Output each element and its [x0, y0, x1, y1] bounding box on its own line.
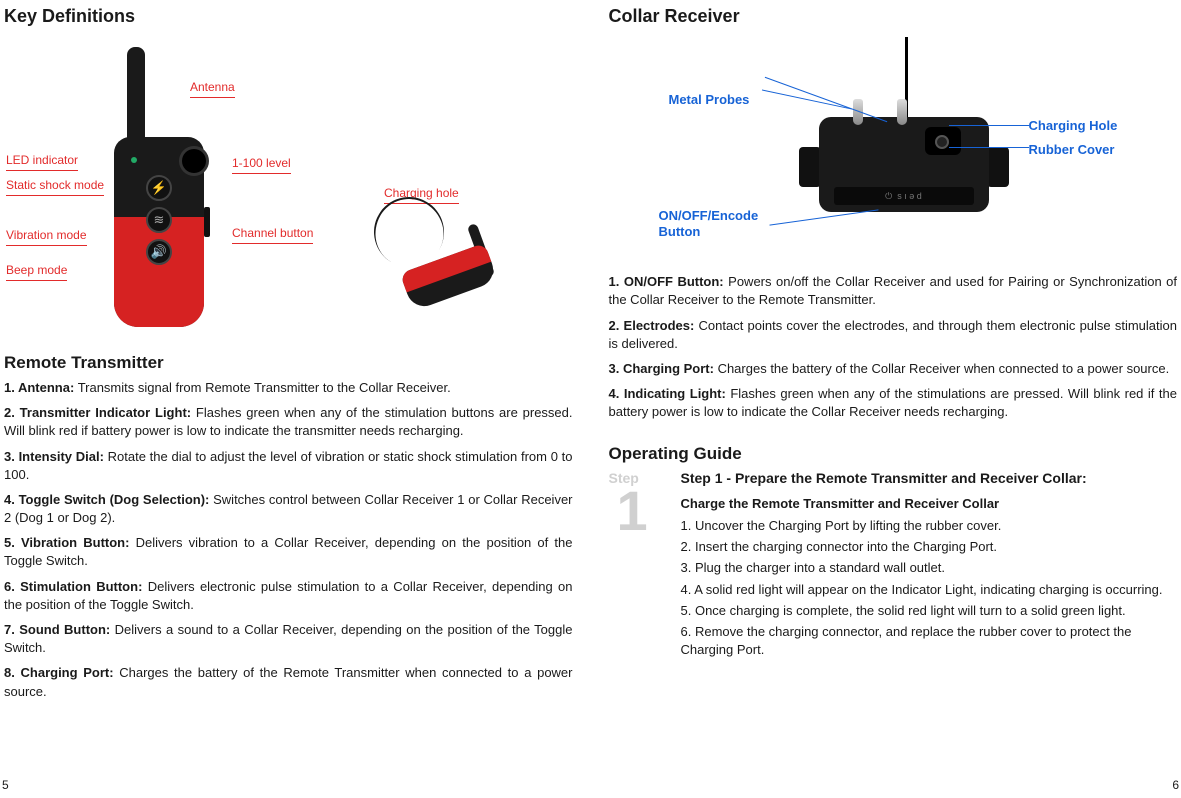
callout-metal-probes: Metal Probes [669, 91, 750, 109]
definition-item: 1. Antenna: Transmits signal from Remote… [4, 379, 573, 397]
definition-item: 2. Transmitter Indicator Light: Flashes … [4, 404, 573, 440]
pointer-line [764, 77, 887, 122]
vibration-icon: ≋ [154, 211, 165, 229]
pointer-line [949, 125, 1029, 126]
definition-term: 5. Vibration Button: [4, 535, 129, 550]
definition-term: 1. ON/OFF Button: [609, 274, 724, 289]
callout-channel: Channel button [232, 225, 313, 244]
step-1-block: Step 1 Step 1 - Prepare the Remote Trans… [609, 469, 1178, 659]
callout-rubber-cover: Rubber Cover [1029, 141, 1115, 159]
definition-item: 6. Stimulation Button: Delivers electron… [4, 578, 573, 614]
callout-led: LED indicator [6, 152, 78, 171]
shock-button-shape: ⚡ [146, 175, 172, 201]
definition-desc: Charges the battery of the Collar Receiv… [714, 361, 1169, 376]
op-step: 6. Remove the charging connector, and re… [681, 623, 1178, 659]
definition-term: 1. Antenna: [4, 380, 74, 395]
vibration-button-shape: ≋ [146, 207, 172, 233]
remote-dial-shape [182, 149, 206, 173]
definition-item: 7. Sound Button: Delivers a sound to a C… [4, 621, 573, 657]
op-step: 1. Uncover the Charging Port by lifting … [681, 517, 1178, 535]
pointer-line [949, 147, 1029, 148]
op-step: 5. Once charging is complete, the solid … [681, 602, 1178, 620]
definition-item: 3. Intensity Dial: Rotate the dial to ad… [4, 448, 573, 484]
step-1-subtitle: Charge the Remote Transmitter and Receiv… [681, 495, 1178, 513]
strap-left-shape [799, 147, 821, 187]
step-1-title: Step 1 - Prepare the Remote Transmitter … [681, 469, 1178, 489]
definition-desc: Transmits signal from Remote Transmitter… [74, 380, 450, 395]
definition-term: 4. Toggle Switch (Dog Selection): [4, 492, 209, 507]
probe2-shape [897, 99, 907, 125]
heading-remote-transmitter: Remote Transmitter [4, 351, 573, 375]
heading-operating-guide: Operating Guide [609, 442, 1178, 466]
lightning-icon: ⚡ [151, 179, 167, 197]
heading-collar-receiver: Collar Receiver [609, 4, 1178, 29]
sound-icon: 🔊 [151, 243, 167, 261]
collar-hole-shape [935, 135, 949, 149]
step-number: 1 [617, 483, 648, 539]
callout-beep: Beep mode [6, 262, 67, 281]
definition-term: 2. Electrodes: [609, 318, 695, 333]
definition-item: 3. Charging Port: Charges the battery of… [609, 360, 1178, 378]
op-step: 2. Insert the charging connector into th… [681, 538, 1178, 556]
remote-definition-list: 1. Antenna: Transmits signal from Remote… [4, 379, 573, 701]
heading-key-definitions: Key Definitions [4, 4, 573, 29]
definition-term: 7. Sound Button: [4, 622, 110, 637]
definition-item: 4. Toggle Switch (Dog Selection): Switch… [4, 491, 573, 527]
collar-diagram: ⏻ s ı ə d Metal Probes Charging Hole Rub… [609, 37, 1178, 267]
collar-label-strip: ⏻ s ı ə d [834, 187, 974, 205]
callout-level: 1-100 level [232, 155, 291, 174]
right-page: Collar Receiver ⏻ s ı ə d Metal Probes C… [591, 0, 1181, 798]
callout-charging-hole-collar: Charging Hole [1029, 117, 1118, 135]
callout-vibration: Vibration mode [6, 227, 87, 246]
definition-item: 4. Indicating Light: Flashes green when … [609, 385, 1178, 421]
strap-right-shape [987, 147, 1009, 187]
remote-diagram: ⚡ ≋ 🔊 LED indicator Static shock mode Vi… [4, 37, 573, 337]
step-1-list: 1. Uncover the Charging Port by lifting … [681, 517, 1178, 659]
op-step: 3. Plug the charger into a standard wall… [681, 559, 1178, 577]
definition-term: 3. Intensity Dial: [4, 449, 104, 464]
definition-term: 2. Transmitter Indicator Light: [4, 405, 191, 420]
definition-desc: Contact points cover the electrodes, and… [609, 318, 1177, 351]
callout-antenna: Antenna [190, 79, 235, 98]
callout-static: Static shock mode [6, 177, 104, 196]
collar-definition-list: 1. ON/OFF Button: Powers on/off the Coll… [609, 273, 1178, 421]
remote-side-view [384, 227, 504, 307]
pointer-line [769, 210, 878, 226]
beep-button-shape: 🔊 [146, 239, 172, 265]
definition-item: 1. ON/OFF Button: Powers on/off the Coll… [609, 273, 1178, 309]
left-page: Key Definitions ⚡ ≋ 🔊 LED indicator Stat… [0, 0, 591, 798]
definition-term: 3. Charging Port: [609, 361, 714, 376]
page-number-left: 5 [2, 777, 9, 794]
definition-item: 5. Vibration Button: Delivers vibration … [4, 534, 573, 570]
op-step: 4. A solid red light will appear on the … [681, 581, 1178, 599]
definition-item: 8. Charging Port: Charges the battery of… [4, 664, 573, 700]
callout-onoff-2: Button [659, 223, 701, 241]
channel-button-shape [204, 207, 210, 237]
definition-item: 2. Electrodes: Contact points cover the … [609, 317, 1178, 353]
definition-term: 8. Charging Port: [4, 665, 114, 680]
definition-term: 4. Indicating Light: [609, 386, 726, 401]
remote-antenna-shape [127, 47, 145, 142]
page-number-right: 6 [1172, 777, 1179, 794]
definition-term: 6. Stimulation Button: [4, 579, 142, 594]
